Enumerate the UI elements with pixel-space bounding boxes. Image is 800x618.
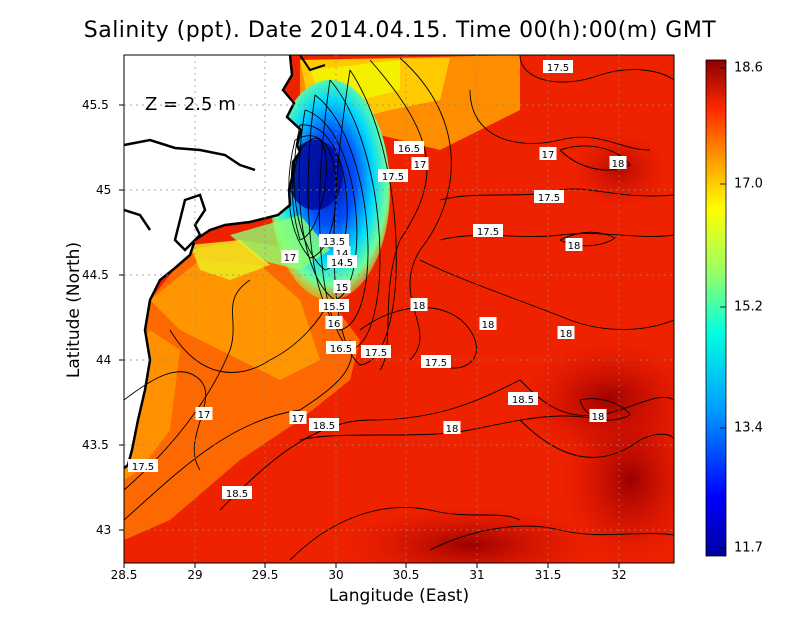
colorbar-tick-label: 13.4 (734, 420, 763, 436)
y-tick-label: 45.5 (82, 98, 109, 112)
contour-value-label: 16.5 (326, 341, 356, 355)
svg-text:17: 17 (542, 150, 555, 161)
contour-value-label: 17 (411, 157, 429, 171)
contour-value-label: 18 (609, 156, 627, 170)
svg-text:18: 18 (612, 159, 625, 170)
svg-text:17.5: 17.5 (477, 227, 499, 238)
svg-text:18: 18 (482, 320, 495, 331)
svg-text:13.5: 13.5 (323, 237, 345, 248)
contour-value-label: 17.5 (128, 459, 158, 473)
y-tick-label: 44.5 (82, 268, 109, 282)
svg-text:16: 16 (328, 319, 341, 330)
x-tick-label: 31 (469, 568, 485, 582)
x-tick-label: 30 (328, 568, 344, 582)
y-tick-label: 43.5 (82, 438, 109, 452)
svg-text:18: 18 (592, 412, 605, 423)
svg-text:17.5: 17.5 (132, 462, 154, 473)
svg-text:17: 17 (292, 414, 305, 425)
x-tick-label: 29 (187, 568, 203, 582)
coastline (124, 55, 303, 469)
contour-value-label: 16 (325, 316, 343, 330)
svg-text:18: 18 (560, 329, 573, 340)
contour-value-label: 18 (589, 409, 607, 423)
svg-text:18: 18 (568, 241, 581, 252)
contour-value-label: 14.5 (327, 255, 357, 269)
y-tick-label: 43 (96, 523, 112, 537)
y-axis-label: Latitude (North) (64, 241, 84, 379)
colorbar (705, 59, 727, 557)
contour-value-label: 17.5 (378, 169, 408, 183)
svg-text:17.5: 17.5 (365, 348, 387, 359)
y-tick-label: 44 (96, 353, 112, 367)
colorbar-tick-label: 18.6 (734, 60, 763, 76)
contour-value-label: 17.5 (473, 224, 503, 238)
contour-value-label: 17.5 (543, 60, 573, 74)
land-mass (124, 55, 301, 468)
contour-value-label: 17.5 (361, 345, 391, 359)
svg-text:17: 17 (284, 253, 297, 264)
svg-text:16.5: 16.5 (398, 144, 420, 155)
svg-text:14: 14 (336, 249, 349, 260)
contour-value-label: 18.5 (222, 486, 252, 500)
svg-text:18.5: 18.5 (313, 421, 335, 432)
svg-text:16.5: 16.5 (330, 344, 352, 355)
contour-value-label: 16.5 (394, 141, 424, 155)
contour-value-label: 17 (281, 250, 299, 264)
svg-text:17: 17 (198, 410, 211, 421)
salinity-field (124, 55, 674, 563)
colorbar-tick-label: 11.7 (734, 540, 763, 556)
svg-text:17.5: 17.5 (382, 172, 404, 183)
x-tick-label: 30.5 (392, 568, 420, 582)
y-tick-label: 45 (96, 183, 112, 197)
svg-text:17: 17 (414, 160, 427, 171)
map-title: Salinity (ppt). Date 2014.04.15. Time 00… (83, 18, 717, 43)
x-tick-label: 31.5 (534, 568, 562, 582)
x-tick-label: 28.5 (110, 568, 138, 582)
svg-text:15.5: 15.5 (323, 302, 345, 313)
contour-value-label: 18 (479, 317, 497, 331)
svg-text:17.5: 17.5 (547, 63, 569, 74)
x-tick-label: 32 (611, 568, 627, 582)
contour-value-label: 18.5 (508, 392, 538, 406)
grid-lines (124, 55, 674, 563)
svg-text:17.5: 17.5 (425, 358, 447, 369)
svg-text:18: 18 (413, 301, 426, 312)
contour-value-label: 18 (557, 326, 575, 340)
x-tick-label: 29.5 (251, 568, 279, 582)
contour-value-label: 15 (333, 280, 351, 294)
contour-value-label: 17.5 (534, 190, 564, 204)
svg-text:17.5: 17.5 (538, 193, 560, 204)
x-axis-label: Langitude (East) (328, 586, 470, 606)
svg-text:15: 15 (336, 283, 349, 294)
contour-value-label: 17 (195, 407, 213, 421)
colorbar-tick-label: 15.2 (734, 299, 763, 315)
depth-label: Z = 2.5 m (145, 94, 236, 115)
plot-frame (123, 54, 675, 564)
contour-value-label: 18 (565, 238, 583, 252)
svg-text:18.5: 18.5 (512, 395, 534, 406)
contour-value-label: 18 (443, 421, 461, 435)
svg-text:14.5: 14.5 (331, 258, 353, 269)
svg-text:18.5: 18.5 (226, 489, 248, 500)
contour-value-label: 17 (539, 147, 557, 161)
svg-text:18: 18 (446, 424, 459, 435)
contour-value-label: 17.5 (421, 355, 451, 369)
contour-value-label: 17 (289, 411, 307, 425)
contour-value-label: 15.5 (319, 299, 349, 313)
contour-value-label: 18 (410, 298, 428, 312)
contour-value-label: 13.5 (319, 234, 349, 248)
contour-value-label: 18.5 (309, 418, 339, 432)
colorbar-tick-label: 17.0 (734, 176, 763, 192)
